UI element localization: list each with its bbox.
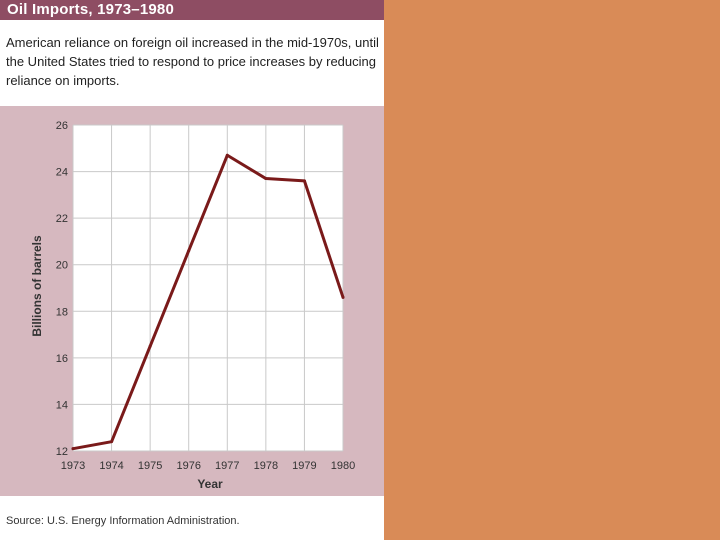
x-tick-label: 1980 — [331, 460, 355, 472]
chart-panel: Oil Imports, 1973–1980 American reliance… — [0, 0, 384, 527]
title-bar: Oil Imports, 1973–1980 — [0, 0, 384, 20]
x-axis-label: Year — [197, 477, 223, 491]
y-axis-label: Billions of barrels — [30, 235, 44, 337]
data-point — [187, 249, 191, 253]
x-tick-label: 1973 — [61, 460, 85, 472]
x-tick-label: 1979 — [292, 460, 316, 472]
plot-area — [73, 125, 343, 451]
x-tick-label: 1977 — [215, 460, 239, 472]
y-tick-label: 22 — [56, 213, 68, 225]
y-tick-label: 14 — [56, 399, 68, 411]
x-tick-label: 1974 — [99, 460, 123, 472]
y-tick-label: 20 — [56, 260, 68, 272]
data-point — [225, 153, 229, 157]
y-tick-label: 12 — [56, 446, 68, 458]
y-tick-label: 16 — [56, 353, 68, 365]
x-tick-label: 1978 — [254, 460, 278, 472]
data-point — [341, 295, 345, 299]
x-tick-label: 1976 — [176, 460, 200, 472]
series-line — [71, 153, 345, 451]
y-tick-label: 24 — [56, 167, 68, 179]
line-chart: 12 14 16 18 20 22 24 26 1973 1974 1975 1976 1977 1978… — [30, 120, 355, 491]
chart-title: Oil Imports, 1973–1980 — [7, 1, 174, 18]
data-point — [302, 179, 306, 183]
data-point — [264, 177, 268, 181]
y-tick-label: 26 — [56, 120, 68, 132]
data-point — [71, 447, 75, 451]
source-note: Source: U.S. Energy Information Administ… — [6, 515, 240, 527]
data-point — [148, 344, 152, 348]
orange-panel — [384, 0, 720, 540]
data-point — [110, 440, 114, 444]
x-tick-label: 1975 — [138, 460, 162, 472]
chart-caption: American reliance on foreign oil increas… — [6, 35, 379, 88]
y-tick-label: 18 — [56, 306, 68, 318]
